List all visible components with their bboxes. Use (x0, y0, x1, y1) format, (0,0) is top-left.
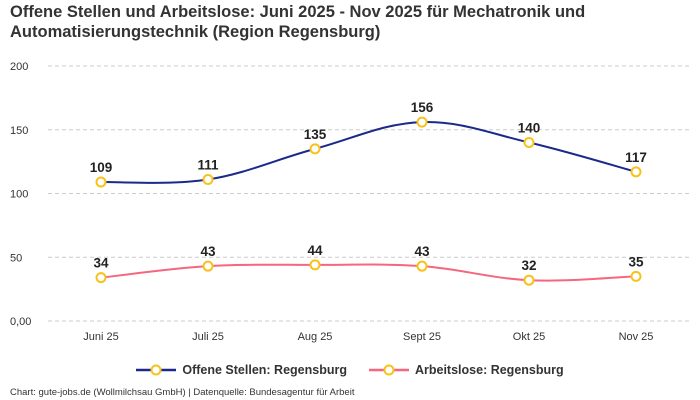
data-point (309, 259, 321, 271)
data-label: 140 (518, 121, 541, 136)
x-tick-label: Sept 25 (403, 331, 441, 343)
data-label: 34 (93, 256, 109, 271)
data-point (95, 272, 107, 284)
data-label: 43 (200, 244, 216, 259)
legend: Offene Stellen: Regensburg Arbeitslose: … (0, 363, 700, 377)
data-point (416, 260, 428, 272)
legend-label: Arbeitslose: Regensburg (414, 363, 564, 377)
x-tick-label: Okt 25 (513, 331, 545, 343)
data-point (523, 137, 535, 148)
data-label: 117 (625, 150, 647, 165)
legend-label: Offene Stellen: Regensburg (182, 363, 347, 377)
y-tick-label: 100 (10, 189, 28, 201)
chart-title: Offene Stellen und Arbeitslose: Juni 202… (10, 3, 586, 41)
data-point (309, 143, 321, 155)
data-point (416, 116, 428, 128)
data-point (630, 270, 642, 282)
y-tick-label: 200 (10, 61, 28, 73)
data-label: 156 (411, 100, 434, 115)
data-label: 111 (197, 157, 219, 172)
data-point (202, 260, 214, 272)
data-point (630, 166, 642, 178)
legend-swatch-icon (368, 364, 409, 376)
x-tick-label: Nov 25 (619, 331, 654, 343)
source-footer: Chart: gute-jobs.de (Wollmilchsau GmbH) … (10, 387, 355, 398)
x-tick-label: Juni 25 (83, 331, 118, 343)
legend-swatch-icon (136, 364, 177, 376)
data-label: 32 (521, 258, 536, 273)
data-point (202, 173, 214, 185)
data-label: 43 (414, 244, 430, 259)
data-point (523, 274, 535, 286)
y-tick-label: 50 (10, 252, 22, 264)
y-tick-label: 0,00 (10, 316, 31, 328)
series-line-0 (100, 121, 637, 184)
x-tick-label: Juli 25 (192, 331, 224, 343)
data-label: 44 (307, 243, 323, 258)
y-tick-label: 150 (10, 125, 28, 137)
legend-item-arbeitslose[interactable]: Arbeitslose: Regensburg (368, 363, 564, 377)
data-label: 109 (90, 160, 113, 175)
legend-item-offene-stellen[interactable]: Offene Stellen: Regensburg (136, 363, 347, 377)
series-line-1 (100, 263, 637, 282)
data-label: 35 (628, 254, 644, 269)
data-label: 135 (304, 127, 327, 142)
data-point (95, 176, 107, 188)
x-tick-label: Aug 25 (298, 331, 333, 343)
